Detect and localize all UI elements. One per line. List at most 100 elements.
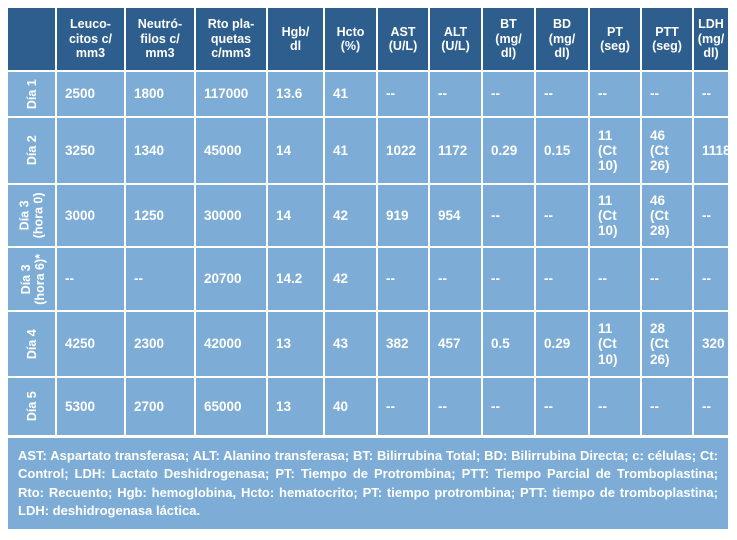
data-cell: -- bbox=[483, 248, 534, 310]
data-cell: 1172 bbox=[430, 118, 481, 183]
data-cell: 30000 bbox=[196, 185, 266, 246]
table-row: Día 2 3250 1340 45000 14 41 1022 1172 0.29 0.15 11… bbox=[8, 118, 731, 183]
data-cell: -- bbox=[642, 248, 692, 310]
table-body: Día 1 2500 1800 117000 13.6 41 -- -- -- -- -- -- -- D… bbox=[8, 72, 731, 435]
header-cell: BT (mg/ dl) bbox=[483, 8, 534, 70]
data-cell: 0.29 bbox=[536, 312, 588, 376]
data-cell: -- bbox=[430, 72, 481, 116]
data-cell: -- bbox=[590, 378, 640, 435]
data-cell: 2500 bbox=[57, 72, 124, 116]
data-cell: 41 bbox=[325, 118, 376, 183]
data-cell: 320 bbox=[694, 312, 728, 376]
data-cell: 28 (Ct 26) bbox=[642, 312, 692, 376]
row-label-text: Día 3 (hora 6)* bbox=[18, 253, 48, 305]
table-footnote: AST: Aspartato transferasa; ALT: Alanino… bbox=[8, 438, 728, 529]
data-cell: 3000 bbox=[57, 185, 124, 246]
header-cell: Rto pla- quetas c/mm3 bbox=[196, 8, 266, 70]
data-cell: 20700 bbox=[196, 248, 266, 310]
data-cell: -- bbox=[642, 72, 692, 116]
data-cell: 2700 bbox=[126, 378, 194, 435]
data-cell: -- bbox=[536, 185, 588, 246]
data-cell: -- bbox=[694, 185, 728, 246]
data-cell: -- bbox=[378, 378, 428, 435]
row-label: Día 1 bbox=[8, 72, 55, 116]
data-cell: 3250 bbox=[57, 118, 124, 183]
table-row: Día 1 2500 1800 117000 13.6 41 -- -- -- -- -- -- -- bbox=[8, 72, 728, 116]
header-cell: BD (mg/ dl) bbox=[536, 8, 588, 70]
row-label: Día 3 (hora 6)* bbox=[8, 248, 55, 310]
data-cell: -- bbox=[483, 185, 534, 246]
data-cell: 14.2 bbox=[268, 248, 323, 310]
row-label-text: Día 1 bbox=[24, 79, 39, 109]
data-cell: 457 bbox=[430, 312, 481, 376]
data-cell: -- bbox=[126, 248, 194, 310]
table-row: Día 3 (hora 6)* -- -- 20700 14.2 42 -- -- -- -- --… bbox=[8, 248, 728, 310]
header-cell: Hgb/ dl bbox=[268, 8, 323, 70]
data-cell: 45000 bbox=[196, 118, 266, 183]
data-cell: 954 bbox=[430, 185, 481, 246]
row-label: Día 3 (hora 0) bbox=[8, 185, 55, 246]
data-cell: 43 bbox=[325, 312, 376, 376]
header-cell: PTT (seg) bbox=[642, 8, 692, 70]
header-cell: Neutró- filos c/ mm3 bbox=[126, 8, 194, 70]
data-cell: 13 bbox=[268, 312, 323, 376]
row-label: Día 5 bbox=[8, 378, 55, 435]
header-cell: Leuco- citos c/ mm3 bbox=[57, 8, 124, 70]
data-cell: 919 bbox=[378, 185, 428, 246]
data-cell: 42 bbox=[325, 248, 376, 310]
data-cell: 1022 bbox=[378, 118, 428, 183]
data-cell: 5300 bbox=[57, 378, 124, 435]
data-cell: 0.5 bbox=[483, 312, 534, 376]
data-cell: -- bbox=[378, 72, 428, 116]
table-row: Día 5 5300 2700 65000 13 40 -- -- -- -- -- -- -- bbox=[8, 378, 728, 435]
data-cell: -- bbox=[536, 248, 588, 310]
row-label-text: Día 3 (hora 0) bbox=[17, 192, 46, 239]
data-cell: -- bbox=[378, 248, 428, 310]
data-cell: 0.15 bbox=[536, 118, 588, 183]
data-cell: -- bbox=[430, 248, 481, 310]
header-cell: AST (U/L) bbox=[378, 8, 428, 70]
header-row: Leuco- citos c/ mm3 Neutró- filos c/ mm3 R… bbox=[8, 8, 728, 70]
data-cell: -- bbox=[536, 378, 588, 435]
data-cell: 1800 bbox=[126, 72, 194, 116]
data-cell: 41 bbox=[325, 72, 376, 116]
data-cell: 0.29 bbox=[483, 118, 534, 183]
data-cell: 13 bbox=[268, 378, 323, 435]
row-label-text: Día 5 bbox=[24, 391, 39, 422]
table-row: Día 3 (hora 0) 3000 1250 30000 14 42 919 954 -- -… bbox=[8, 185, 728, 246]
data-cell: 11 (Ct 10) bbox=[590, 312, 640, 376]
header-cell: PT (seg) bbox=[590, 8, 640, 70]
data-cell: -- bbox=[590, 72, 640, 116]
data-cell: 117000 bbox=[196, 72, 266, 116]
header-cell: LDH (mg/ dl) bbox=[694, 8, 728, 70]
data-cell: 42 bbox=[325, 185, 376, 246]
data-cell: 14 bbox=[268, 185, 323, 246]
data-cell: 42000 bbox=[196, 312, 266, 376]
row-label: Día 4 bbox=[8, 312, 55, 376]
data-cell: 11 (Ct 10) bbox=[590, 185, 640, 246]
row-label: Día 2 bbox=[8, 118, 55, 183]
data-cell: 11 (Ct 10) bbox=[590, 118, 640, 183]
data-cell: -- bbox=[694, 248, 728, 310]
data-cell: 46 (Ct 28) bbox=[642, 185, 692, 246]
data-cell: -- bbox=[694, 378, 728, 435]
data-cell: 40 bbox=[325, 378, 376, 435]
data-cell: 2300 bbox=[126, 312, 194, 376]
corner-cell bbox=[8, 8, 55, 70]
data-cell: 1250 bbox=[126, 185, 194, 246]
header-cell: Hcto (%) bbox=[325, 8, 376, 70]
data-cell: 14 bbox=[268, 118, 323, 183]
row-label-text: Día 2 bbox=[24, 135, 39, 166]
data-cell: -- bbox=[590, 248, 640, 310]
data-cell: 1118 bbox=[694, 118, 731, 183]
data-cell: -- bbox=[483, 378, 534, 435]
data-cell: -- bbox=[694, 72, 728, 116]
data-cell: -- bbox=[430, 378, 481, 435]
data-cell: -- bbox=[483, 72, 534, 116]
data-cell: 65000 bbox=[196, 378, 266, 435]
row-label-text: Día 4 bbox=[24, 329, 39, 359]
table-row: Día 4 4250 2300 42000 13 43 382 457 0.5 0.29 11 (C… bbox=[8, 312, 728, 376]
header-cell: ALT (U/L) bbox=[430, 8, 481, 70]
data-cell: 4250 bbox=[57, 312, 124, 376]
